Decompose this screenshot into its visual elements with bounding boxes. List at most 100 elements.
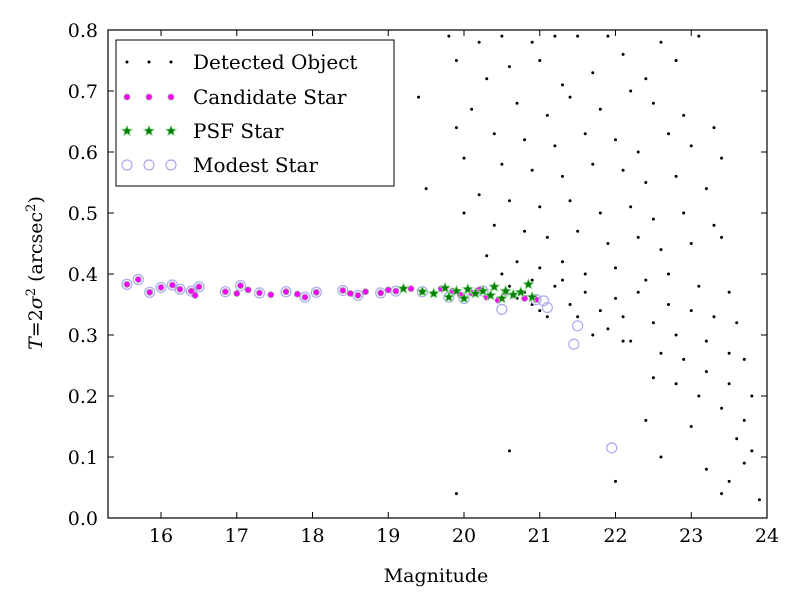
detected-object-point [538, 266, 542, 270]
detected-object-point [704, 370, 708, 374]
psf-star-point [495, 291, 509, 304]
x-tick-label: 20 [452, 525, 476, 547]
modest-star-point [310, 286, 322, 298]
y-axis-label-unit-open: (arcsec [25, 212, 47, 282]
detected-object-point [507, 199, 511, 203]
detected-object-point [477, 40, 481, 44]
detected-object-point [530, 278, 534, 282]
detected-object-point [454, 59, 458, 62]
psf-star-point [476, 284, 490, 297]
detected-object-point [651, 101, 655, 105]
detected-object-point [485, 254, 489, 258]
detected-object-point [500, 34, 504, 38]
detected-object-point [477, 193, 481, 197]
y-axis-label-unit-exp: 2 [24, 204, 39, 212]
legend-marker-symbol [120, 124, 134, 137]
psf-star-point [525, 290, 539, 303]
detected-object-point [682, 357, 686, 361]
legend-label-modest-star: Modest Star [193, 153, 318, 177]
detected-object-point [530, 168, 534, 172]
y-tick-label: 0.3 [68, 325, 98, 347]
x-axis-ticks: 16 17 18 19 20 21 22 23 24 [149, 30, 779, 547]
legend-box [115, 39, 395, 187]
detected-object-point [644, 278, 648, 282]
candidate-star-point [384, 286, 392, 294]
detected-object-point [742, 418, 746, 422]
modest-star-point [155, 281, 167, 294]
psf-star-point [416, 285, 429, 297]
legend-marker-symbol [145, 93, 153, 101]
psf-star-point [450, 284, 463, 297]
detected-object-point [674, 174, 678, 178]
detected-object-point [629, 89, 633, 93]
candidate-star-point [195, 283, 203, 291]
legend-label-psf-star: PSF Star [193, 119, 284, 143]
modest-star-point [174, 283, 186, 295]
x-tick-label: 21 [528, 525, 552, 547]
legend-marker-symbol [123, 93, 131, 101]
detected-object-point [644, 77, 648, 81]
modest-star-point [375, 287, 387, 299]
detected-object-point [704, 187, 708, 191]
detected-object-point [591, 71, 595, 75]
detected-object-point [583, 290, 587, 294]
psf-star-point [522, 277, 535, 290]
y-axis-label-unit-close: ) [25, 196, 47, 203]
detected-object-point [720, 235, 724, 239]
candidate-star-point [392, 287, 400, 295]
detected-object-point [720, 406, 724, 410]
detected-object-point [697, 34, 701, 38]
modest-star-point [253, 287, 266, 299]
detected-object-point [507, 284, 511, 288]
plot-frame [107, 29, 768, 519]
modest-star-point [572, 320, 584, 332]
x-tick-label: 23 [679, 525, 703, 547]
detected-object-point [712, 223, 716, 227]
detected-object-point [659, 351, 663, 355]
modest-star-point [299, 291, 311, 303]
detected-object-point [560, 174, 564, 178]
detected-object-point [500, 272, 504, 276]
detected-object-point [545, 113, 549, 117]
candidate-star-point [157, 284, 165, 291]
detected-object-point [560, 278, 564, 282]
candidate-star-point [244, 286, 252, 294]
modest-star-point [337, 284, 349, 297]
candidate-star-point [407, 285, 415, 293]
psf-star-point [438, 281, 452, 294]
legend-marker-symbol [165, 159, 177, 171]
y-axis-label-sigma-exp: 2 [24, 288, 39, 296]
detected-object-point [591, 333, 595, 337]
y-axis-ticks: 0.0 0.1 0.2 0.3 0.4 0.5 0.6 0.7 0.8 [68, 20, 767, 530]
legend-marker-symbol [164, 124, 178, 137]
detected-object-point [583, 132, 587, 136]
detected-object-point [682, 211, 686, 215]
detected-object-point [523, 138, 527, 142]
y-tick-label: 0.7 [68, 81, 98, 103]
detected-object-point [636, 235, 640, 239]
detected-object-point [651, 217, 655, 221]
modest-star-point [541, 301, 553, 314]
detected-object-point [553, 34, 557, 38]
y-tick-label: 0.1 [68, 447, 98, 469]
modest-star-point [234, 279, 247, 292]
detected-object-point [704, 339, 708, 343]
detected-object-point [553, 284, 557, 288]
detected-object-point [470, 107, 474, 111]
psf-star-point [488, 280, 501, 293]
detected-object-point [576, 34, 580, 38]
psf-star-point [461, 282, 475, 295]
detected-object-point [727, 479, 731, 483]
detected-object-point [538, 59, 542, 62]
detected-object-point [568, 199, 572, 203]
detected-object-point [614, 266, 618, 270]
detected-object-point [742, 461, 746, 465]
candidate-star-point [191, 291, 199, 299]
candidate-star-point [176, 285, 184, 293]
detected-object-point [447, 34, 451, 38]
detected-object-point [598, 211, 602, 215]
legend-marker-modest-star [121, 159, 177, 171]
candidate-star-point [521, 294, 529, 302]
detected-object-point [530, 40, 534, 44]
